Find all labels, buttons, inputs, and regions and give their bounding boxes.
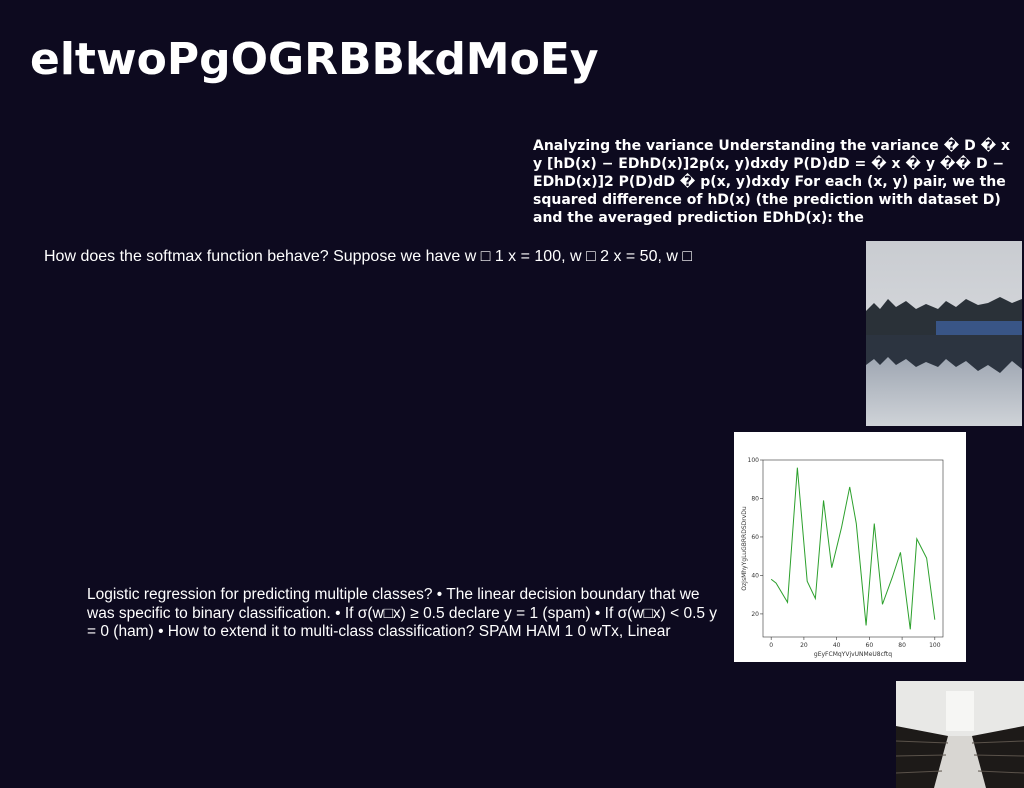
y-tick-label: 20 bbox=[751, 611, 759, 618]
x-tick-label: 80 bbox=[898, 642, 906, 649]
x-tick-label: 20 bbox=[800, 642, 808, 649]
y-tick-label: 60 bbox=[751, 534, 759, 541]
x-axis-label: gEyFCMqYVjvUNMeU8cftq bbox=[814, 651, 892, 658]
y-tick-label: 100 bbox=[748, 457, 760, 464]
y-axis-label: OzJsMhyYgLuGBRRDSDrvDu bbox=[741, 506, 748, 591]
x-tick-label: 100 bbox=[929, 642, 941, 649]
x-tick-label: 40 bbox=[833, 642, 841, 649]
text-block: How does the softmax function behave? Su… bbox=[44, 248, 693, 265]
text-block: Analyzing the variance Understanding the… bbox=[533, 138, 1011, 226]
x-tick-label: 0 bbox=[769, 642, 773, 649]
chart-background bbox=[734, 432, 966, 662]
line-series bbox=[770, 467, 936, 630]
y-tick-label: 80 bbox=[751, 495, 759, 502]
x-tick-label: 60 bbox=[866, 642, 874, 649]
church-photo bbox=[896, 681, 1024, 788]
text-block: Logistic regression for predicting multi… bbox=[87, 586, 718, 640]
y-tick-label: 40 bbox=[751, 572, 759, 579]
lake-photo bbox=[866, 241, 1022, 426]
line-chart: 0 20 40 60 80 100 20 40 60 80 100 gEyFCMqYVjvUNMeU8… bbox=[734, 432, 966, 662]
plot-frame bbox=[762, 459, 944, 638]
slide-title: eltwoPgOGRBBkdMoEy bbox=[30, 34, 599, 85]
